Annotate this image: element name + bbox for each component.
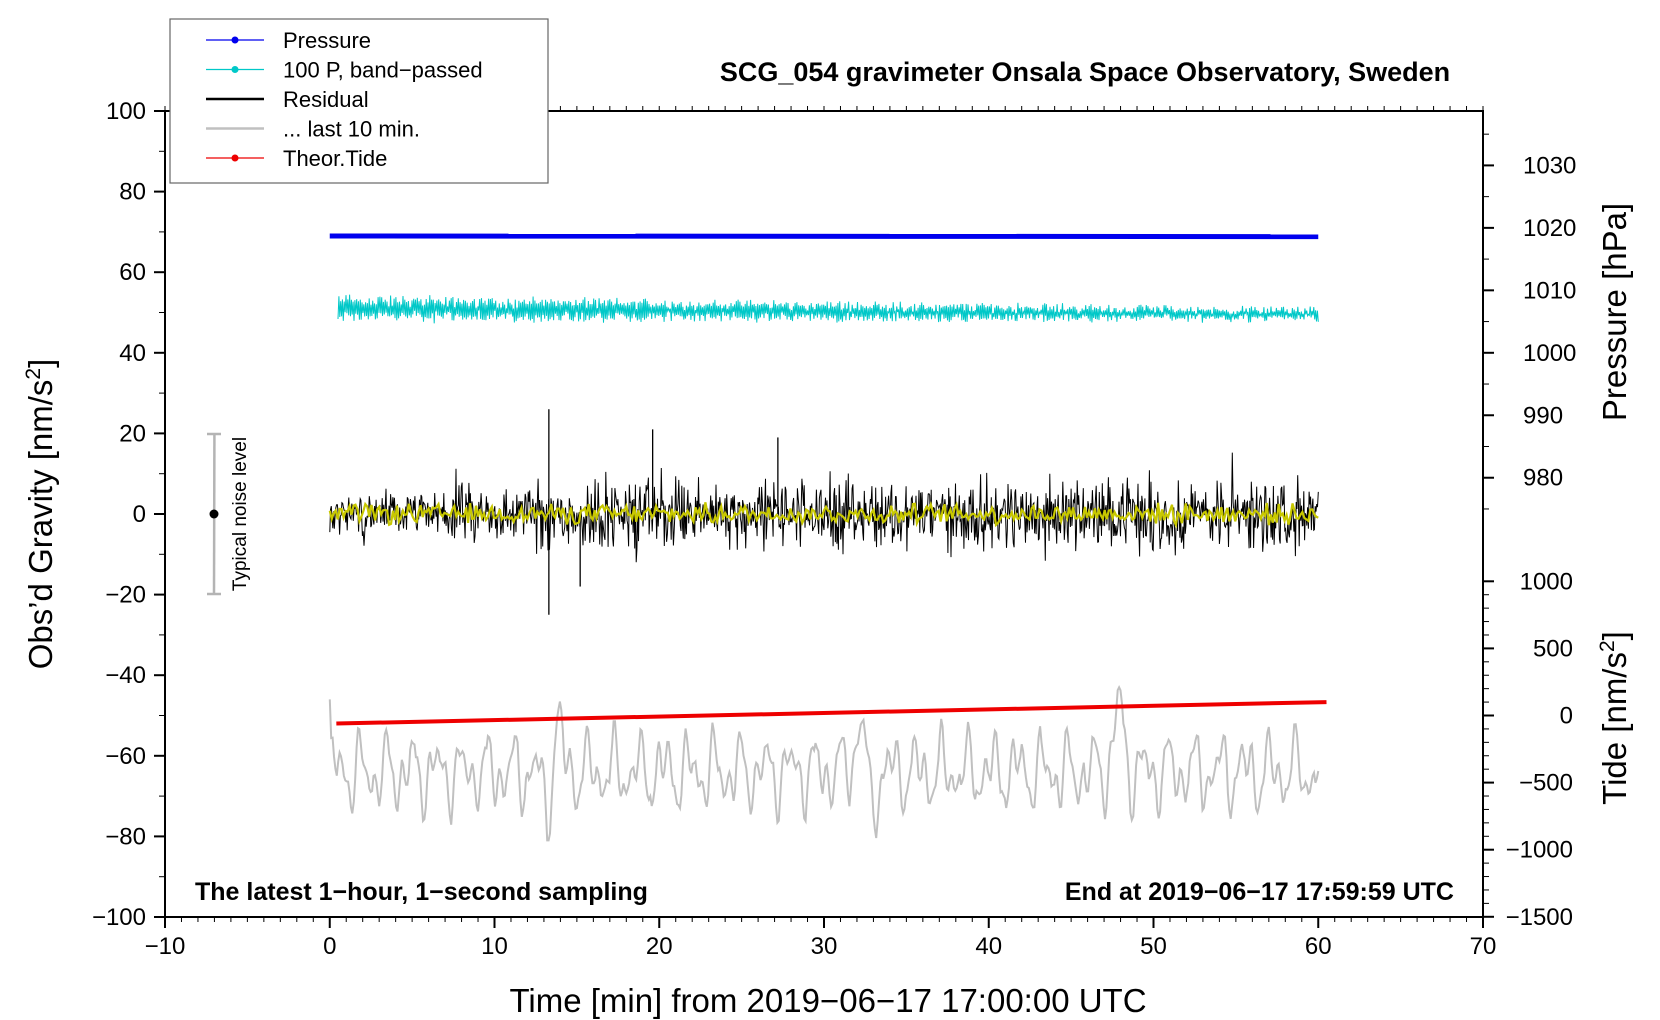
x-tick-label: 60 xyxy=(1305,933,1332,960)
last-10-min-line xyxy=(328,685,1320,842)
tide-axis-title-end: ] xyxy=(1596,631,1633,640)
y-tick-label: 0 xyxy=(133,501,146,528)
y-tick-label: −20 xyxy=(105,582,146,609)
y-tick-label: 80 xyxy=(119,179,146,206)
legend-label: Residual xyxy=(283,87,369,112)
pressure-tick-label: 990 xyxy=(1523,402,1563,429)
legend-marker xyxy=(231,36,239,44)
legend-marker xyxy=(231,66,239,73)
tide-tick-label: −1000 xyxy=(1506,837,1573,864)
bandpassed-pressure-line xyxy=(337,294,1319,324)
pressure-line xyxy=(329,233,1319,240)
y-tick-label: 20 xyxy=(119,420,146,447)
y-tick-label: 60 xyxy=(119,259,146,286)
residual-line xyxy=(329,452,1319,563)
left-axis-title-end: ] xyxy=(22,359,59,368)
chart-title: SCG_054 gravimeter Onsala Space Observat… xyxy=(720,57,1450,87)
tide-axis-title: Tide [nm/s2] xyxy=(1596,631,1633,805)
y-tick-label: −60 xyxy=(105,743,146,770)
y-tick-label: 100 xyxy=(106,98,146,125)
legend: Pressure 100 P, band−passed Residual ... la… xyxy=(169,18,549,184)
tide-tick-label: 500 xyxy=(1533,635,1573,662)
theoretical-tide-line xyxy=(336,700,1327,726)
noise-level-label: Typical noise level xyxy=(230,437,251,591)
x-axis-title: Time [min] from 2019−06−17 17:00:00 UTC xyxy=(509,982,1146,1019)
y-tick-label: −100 xyxy=(92,904,146,931)
chart-traces xyxy=(328,233,1327,842)
tide-tick-label: 1000 xyxy=(1520,568,1573,595)
tide-tick-label: −1500 xyxy=(1506,904,1573,931)
x-tick-label: 20 xyxy=(646,933,673,960)
pressure-tick-label: 980 xyxy=(1523,465,1563,492)
noise-bar-center xyxy=(209,509,219,519)
x-tick-label: 50 xyxy=(1140,933,1167,960)
legend-label: 100 P, band−passed xyxy=(283,58,483,83)
noise-level-indicator: Typical noise level xyxy=(207,432,251,596)
tide-axis-title-sup: 2 xyxy=(1596,640,1619,652)
x-tick-label: 70 xyxy=(1470,933,1497,960)
legend-label: Pressure xyxy=(283,28,371,53)
x-tick-label: −10 xyxy=(145,933,186,960)
tide-axis-title-text: Tide [nm/s xyxy=(1596,652,1633,805)
axis-ticks: −10 0 10 20 30 40 50 60 70100806040200−20−40−60−… xyxy=(92,98,1576,960)
x-tick-label: 0 xyxy=(323,933,336,960)
pressure-tick-label: 1030 xyxy=(1523,152,1576,179)
left-axis-title: Obs’d Gravity [nm/s2] xyxy=(22,359,59,670)
left-axis-title-text: Obs’d Gravity [nm/s xyxy=(22,380,59,670)
x-tick-label: 40 xyxy=(975,933,1002,960)
y-tick-label: 40 xyxy=(119,340,146,367)
tide-tick-label: 0 xyxy=(1560,703,1573,730)
x-tick-label: 10 xyxy=(481,933,508,960)
smoothed-residual-line xyxy=(328,500,1319,529)
annotation-end-time: End at 2019−06−17 17:59:59 UTC xyxy=(1065,878,1454,906)
x-tick-label: 30 xyxy=(811,933,838,960)
annotation-sampling: The latest 1−hour, 1−second sampling xyxy=(195,878,648,906)
legend-label: Theor.Tide xyxy=(283,146,387,171)
pressure-axis-title: Pressure [hPa] xyxy=(1596,203,1633,421)
y-tick-label: −80 xyxy=(105,823,146,850)
y-tick-label: −40 xyxy=(105,662,146,689)
legend-label: ... last 10 min. xyxy=(283,117,420,142)
left-axis-title-sup: 2 xyxy=(22,368,45,380)
legend-marker xyxy=(231,154,239,162)
pressure-tick-label: 1010 xyxy=(1523,277,1576,304)
pressure-tick-label: 1000 xyxy=(1523,340,1576,367)
pressure-tick-label: 1020 xyxy=(1523,215,1576,242)
tide-tick-label: −500 xyxy=(1519,770,1573,797)
